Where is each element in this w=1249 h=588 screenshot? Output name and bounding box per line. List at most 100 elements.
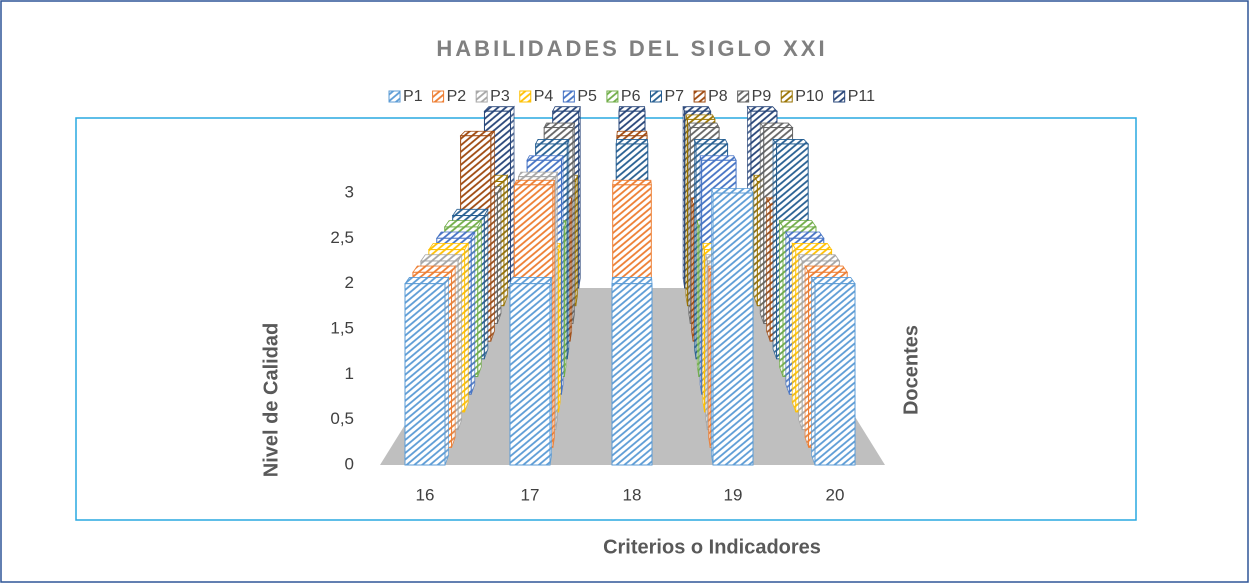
z-axis-label: Docentes (900, 325, 922, 415)
bar (404, 283, 446, 466)
legend-swatch (693, 90, 706, 103)
y-tick-label: 3 (345, 182, 354, 201)
bar-top (778, 220, 817, 228)
bar-top (483, 106, 515, 112)
bar-top (436, 231, 476, 239)
legend-label: P7 (664, 88, 684, 105)
bar-top (618, 106, 646, 112)
bar-top (688, 122, 720, 128)
bar-side (759, 121, 765, 324)
bar-top (746, 106, 778, 112)
legend-label: P11 (848, 88, 875, 105)
bar-top (513, 179, 556, 186)
bar-top (804, 265, 848, 273)
legend-label: P1 (403, 88, 423, 105)
legend-label: P2 (447, 88, 467, 105)
x-tick-label: 18 (623, 485, 642, 504)
legend-item: P11 (833, 88, 875, 105)
bar-top (612, 179, 652, 186)
bar (509, 283, 551, 466)
bar-side (798, 253, 803, 430)
legend-label: P5 (577, 88, 597, 105)
bar-top (517, 171, 558, 178)
bar-top (543, 122, 576, 128)
legend-swatch (519, 90, 532, 103)
bar-top (611, 277, 653, 285)
y-tick-label: 1 (345, 364, 354, 383)
bar-side (457, 253, 463, 430)
legend-item: P2 (432, 88, 467, 105)
bar-side (811, 275, 816, 466)
y-axis-label: Nivel de Calidad (260, 323, 282, 478)
legend-item: P3 (475, 88, 510, 105)
bar-side (772, 138, 777, 359)
legend-swatch (475, 90, 488, 103)
legend-label: P9 (752, 88, 772, 105)
bar-top (428, 242, 469, 251)
legend: P1 P2 P3 P4 P5 P6 P7 P8 P9 P10 P11 (388, 88, 875, 105)
bar-top (699, 155, 737, 161)
bar-top (772, 139, 810, 145)
bar-side (766, 196, 771, 342)
x-axis-label: Criterios o Indicadores (603, 536, 821, 558)
legend-swatch (833, 90, 846, 103)
bar-side (470, 230, 476, 395)
y-tick-label: 0 (345, 454, 354, 473)
bar-side (503, 173, 508, 306)
bar-side (496, 185, 502, 324)
bar-top (412, 265, 456, 273)
plot-frame (75, 117, 1137, 521)
bar-side (753, 173, 758, 306)
bar-top (420, 254, 463, 262)
y-tick-label: 2,5 (330, 228, 354, 247)
bar-side (477, 219, 482, 377)
legend-item: P10 (780, 88, 824, 105)
bar-top (693, 139, 729, 145)
bar-top (552, 106, 581, 112)
bar-side (804, 264, 809, 448)
legend-item: P8 (693, 88, 728, 105)
legend-swatch (737, 90, 750, 103)
bar-side (785, 230, 790, 395)
bar-top (685, 114, 716, 120)
bars (404, 105, 856, 466)
y-tick-label: 2 (345, 273, 354, 292)
bar-top (451, 208, 489, 216)
legend-item: P9 (737, 88, 772, 105)
bar (611, 283, 653, 466)
legend-swatch (432, 90, 445, 103)
x-tick-label: 17 (521, 485, 540, 504)
bar-top (797, 254, 841, 262)
legend-item: P1 (388, 88, 423, 105)
bar-side (510, 105, 515, 289)
legend-label: P6 (621, 88, 641, 105)
bar-side (483, 207, 489, 359)
bar-side (464, 241, 469, 413)
bar-top (459, 130, 496, 137)
legend-swatch (649, 90, 662, 103)
x-tick-label: 20 (826, 485, 845, 504)
bar-side (779, 219, 784, 377)
bar-top (616, 130, 648, 137)
bar-top (526, 155, 564, 161)
bar-side (451, 264, 456, 448)
bar-side (490, 130, 495, 342)
bar-top (682, 106, 712, 112)
legend-swatch (606, 90, 619, 103)
y-tick-label: 1,5 (330, 318, 354, 337)
legend-label: P8 (708, 88, 728, 105)
bar (712, 192, 754, 466)
bar-top (759, 122, 794, 128)
bar-top (404, 277, 450, 285)
legend-label: P4 (534, 88, 554, 105)
legend-swatch (388, 90, 401, 103)
legend-item: P5 (562, 88, 597, 105)
bar-side (791, 241, 797, 413)
bar-side (444, 275, 449, 466)
bar-top (615, 139, 649, 145)
x-tick-label: 19 (724, 485, 743, 504)
bar-top (791, 242, 833, 251)
y-tick-label: 0,5 (330, 409, 354, 428)
bar-top (443, 220, 483, 228)
legend-item: P7 (649, 88, 684, 105)
